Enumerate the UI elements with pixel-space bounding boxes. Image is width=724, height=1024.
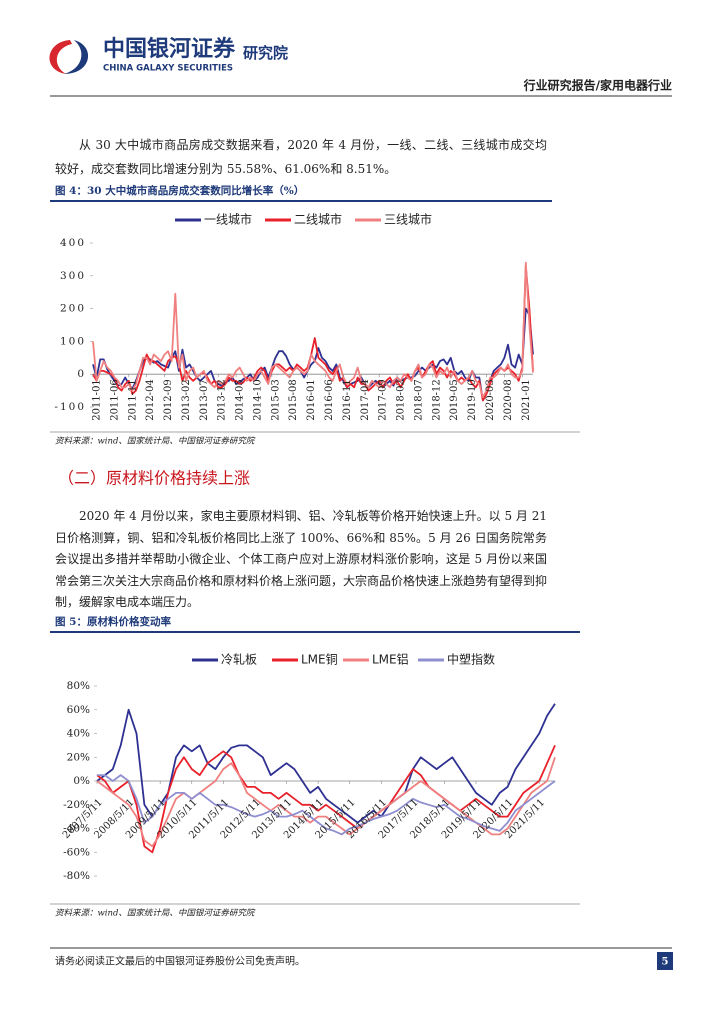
disclaimer: 请务必阅读正文最后的中国银河证券股份公司免责声明。: [55, 955, 305, 968]
section-heading: （二）原材料价格持续上涨: [58, 469, 250, 488]
page-number: 5: [662, 957, 669, 968]
paragraph: 从 30 大中城市商品房成交数据来看，2020 年 4 月份，一线、二线、三线城…: [55, 138, 547, 176]
x-tick-label: 2011-11: [127, 379, 138, 421]
x-tick-label: 2021-01: [521, 379, 532, 421]
page-box: [657, 952, 673, 970]
logo-en: CHINA GALAXY SECURITIES: [103, 64, 233, 74]
x-tick-label: 2015-08: [288, 379, 299, 421]
dept: 研究院: [243, 44, 288, 62]
legend-label: 中塑指数: [447, 652, 495, 667]
x-tick-label: 2017-09: [378, 379, 389, 421]
x-tick-label: 2019-10: [467, 379, 478, 421]
y-tick-label: -40%: [63, 823, 90, 835]
x-tick-label: 2020-03: [485, 379, 496, 421]
x-tick-label: 2017-04: [360, 379, 371, 421]
legend-label: 冷轧板: [221, 653, 257, 667]
x-tick-label: 2016-01: [306, 379, 317, 421]
x-tick-label: 2013-02: [181, 379, 192, 421]
figure-title: 图 5：原材料价格变动率: [55, 615, 171, 628]
x-tick-label: 2016-11: [342, 379, 353, 421]
x-tick-label: 2020-08: [503, 379, 514, 421]
y-tick-label: 0%: [73, 775, 90, 787]
logo-red: [49, 40, 72, 74]
logo-cn: 中国银河证券: [103, 36, 236, 62]
y-tick-label: 80%: [67, 680, 90, 692]
x-tick-label: 2018-12: [431, 379, 442, 421]
legend-label: 二线城市: [294, 212, 342, 227]
x-tick-label: 2013-12: [217, 379, 228, 421]
y-tick-label: 400: [60, 237, 86, 249]
legend-label: LME铝: [372, 652, 409, 667]
x-tick-label: 2012-09: [163, 379, 174, 421]
series-line: [92, 261, 534, 399]
x-tick-label: 2011-01: [92, 379, 103, 421]
y-tick-label: 100: [60, 335, 86, 347]
legend-label: LME铜: [301, 652, 338, 667]
y-tick-label: 200: [60, 303, 86, 315]
series-line: [96, 745, 556, 854]
report-type: 行业研究报告/家用电器行业: [523, 78, 672, 93]
y-tick-label: -20%: [63, 799, 90, 811]
series-line: [92, 265, 534, 402]
x-tick-label: 2015-03: [270, 379, 281, 421]
y-tick-label: 40%: [67, 728, 90, 740]
x-tick-label: 2014-05: [235, 379, 246, 421]
y-tick-label: 300: [60, 270, 86, 282]
y-tick-label: -80%: [63, 870, 90, 882]
x-tick-label: 2019-05: [449, 379, 460, 421]
x-tick-label: 2018-07: [413, 379, 424, 421]
y-tick-label: -60%: [63, 846, 90, 858]
x-tick-label: 2013-07: [199, 379, 210, 421]
legend-label: 一线城市: [204, 212, 252, 227]
series-line: [96, 703, 556, 824]
figure-title: 图 4：30 大中城市商品房成交套数同比增长率（%）: [55, 184, 304, 197]
logo-blue: [64, 40, 89, 74]
x-tick-label: 2012-04: [145, 379, 156, 421]
x-tick-label: 2016-06: [324, 379, 335, 421]
series-line: [97, 774, 556, 836]
source: 资料来源：wind、国家统计局、中国银河证券研究院: [55, 436, 256, 447]
x-tick-label: 2011-06: [109, 379, 120, 421]
x-tick-label: 2018-02: [396, 379, 407, 421]
y-tick-label: 20%: [67, 751, 90, 763]
legend-label: 三线城市: [384, 212, 432, 227]
y-tick-label: -100: [54, 401, 86, 413]
y-tick-label: 0: [77, 368, 86, 380]
source: 资料来源：wind、国家统计局、中国银河证券研究院: [55, 908, 256, 919]
paragraph: 2020 年 4 月份以来，家电主要原材料铜、铝、冷轧板等价格开始快速上升。以 …: [55, 509, 548, 609]
y-tick-label: 60%: [67, 704, 90, 716]
x-tick-label: 2014-10: [252, 379, 263, 421]
